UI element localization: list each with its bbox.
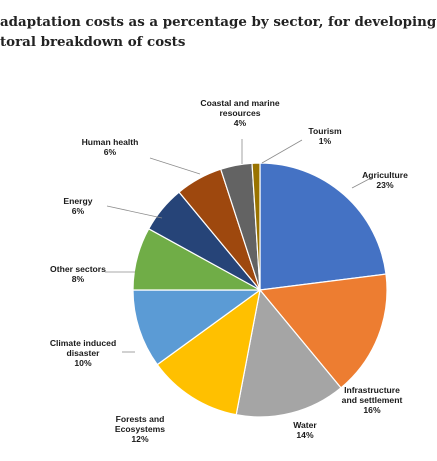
slice-name-label: and settlement <box>342 395 403 405</box>
slice-name-label: Forests and <box>116 414 165 424</box>
slice-value-label: 14% <box>296 430 314 440</box>
slice-label: Infrastructure and settlement 16% <box>342 385 403 415</box>
slice-label: Tourism 1% <box>308 126 342 146</box>
leader-line <box>351 177 372 189</box>
slice-label: Coastal and marine resources 4% <box>200 98 279 128</box>
slice-name-label: resources <box>219 108 260 118</box>
slice-label: Other sectors 8% <box>50 264 106 284</box>
slice-label: Climate induced disaster 10% <box>50 338 116 368</box>
chart-title-line-2: toral breakdown of costs <box>0 34 186 50</box>
leader-line <box>106 205 163 219</box>
slice-name-label: Human health <box>82 137 139 147</box>
slice-label: Forests and Ecosystems 12% <box>115 414 165 444</box>
pie-slice-agriculture <box>259 162 387 291</box>
slice-name-label: Water <box>293 420 317 430</box>
pie-slice-climate-induced-disaster <box>132 289 262 366</box>
pie-slice-tourism <box>251 162 261 291</box>
slice-label: Agriculture 23% <box>362 170 408 190</box>
slice-name-label: Agriculture <box>362 170 408 180</box>
slice-name-label: Energy <box>63 196 92 206</box>
leader-line <box>149 157 201 175</box>
slice-value-label: 8% <box>72 274 85 284</box>
slice-name-label: Climate induced <box>50 338 116 348</box>
slice-value-label: 6% <box>104 147 117 157</box>
pie-slice-forests-and-ecosystems <box>156 288 261 416</box>
slice-label: Human health 6% <box>82 137 139 157</box>
slice-value-label: 6% <box>72 206 85 216</box>
slice-value-label: 23% <box>376 180 394 190</box>
pie-slice-infrastructure-and-settlement <box>258 273 388 389</box>
slice-name-label: Infrastructure <box>344 385 400 395</box>
pie-slice-water <box>235 288 342 418</box>
slice-name-label: Ecosystems <box>115 424 165 434</box>
slice-value-label: 10% <box>74 358 92 368</box>
slice-value-label: 16% <box>363 405 381 415</box>
pie-slices <box>132 162 388 418</box>
slice-name-label: Coastal and marine <box>200 98 279 108</box>
leader-line <box>261 139 303 164</box>
slice-value-label: 12% <box>131 434 149 444</box>
slice-name-label: Other sectors <box>50 264 106 274</box>
leader-lines <box>105 139 372 353</box>
slice-labels: Agriculture 23% Infrastructure and settleme… <box>50 98 408 444</box>
slice-value-label: 1% <box>319 136 332 146</box>
chart-title-line-1: adaptation costs as a percentage by sect… <box>0 14 437 30</box>
slice-label: Water 14% <box>293 420 317 440</box>
slice-value-label: 4% <box>234 118 247 128</box>
slice-label: Energy 6% <box>63 196 92 216</box>
slice-name-label: Tourism <box>308 126 342 136</box>
slice-name-label: disaster <box>67 348 101 358</box>
